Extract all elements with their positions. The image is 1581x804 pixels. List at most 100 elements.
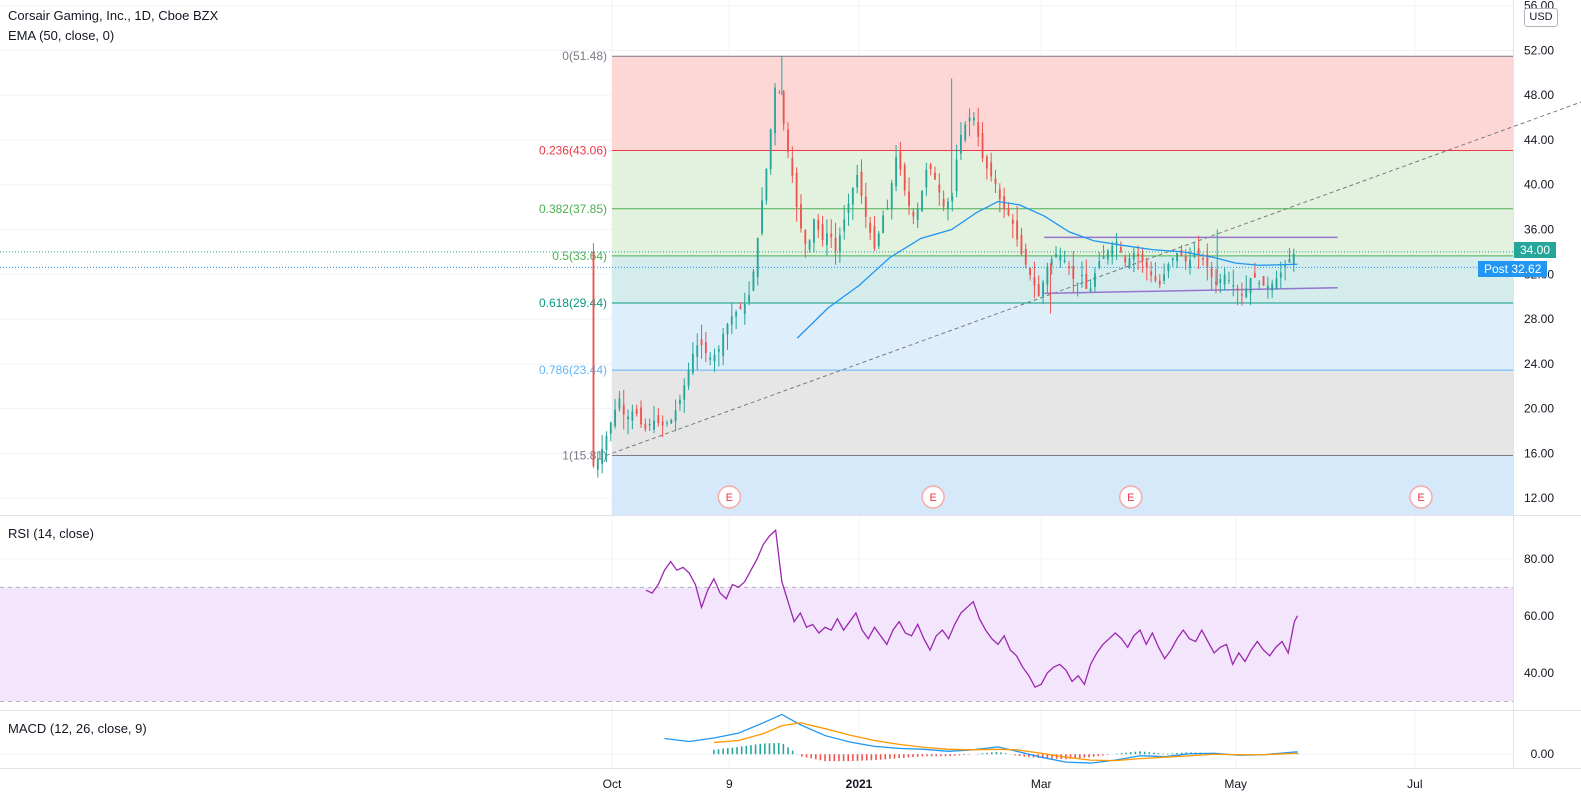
macd-histogram-bar: [870, 754, 873, 761]
macd-histogram-bar: [986, 752, 988, 755]
macd-histogram-bar: [1148, 752, 1151, 755]
macd-histogram-bar: [782, 744, 785, 755]
price-candle: [1037, 283, 1040, 296]
macd-histogram-bar: [1055, 754, 1058, 759]
macd-histogram-bar: [1041, 754, 1044, 759]
price-candle: [860, 171, 863, 196]
price-candle: [627, 416, 629, 420]
macd-histogram-bar: [824, 754, 826, 762]
price-candle: [635, 408, 638, 414]
price-candle: [825, 233, 828, 246]
price-candle: [761, 200, 763, 234]
earnings-marker: [717, 485, 742, 509]
fib-band: [612, 302, 1513, 371]
price-candle: [1232, 285, 1235, 287]
macd-pane-title[interactable]: MACD (12, 26, close, 9): [8, 721, 147, 736]
price-candle: [1210, 267, 1213, 278]
macd-histogram-bar: [750, 745, 752, 755]
macd-histogram-bar: [935, 754, 938, 757]
macd-histogram-bar: [921, 754, 924, 757]
price-candle: [1150, 271, 1153, 276]
price-candle: [713, 354, 716, 362]
price-candle: [700, 339, 703, 346]
price-candle: [869, 222, 872, 233]
price-candle: [1262, 276, 1265, 286]
price-candle: [1128, 258, 1131, 268]
price-candle: [1033, 277, 1036, 286]
price-candle: [1163, 274, 1166, 281]
price-candle: [990, 162, 993, 177]
rsi-pane-title[interactable]: RSI (14, close): [8, 526, 94, 541]
macd-histogram-bar: [1157, 753, 1160, 755]
earnings-marker-label: E: [726, 492, 733, 504]
price-candle: [1046, 266, 1049, 285]
macd-histogram-bar: [852, 754, 854, 761]
price-candle: [1007, 208, 1010, 215]
price-candle: [653, 420, 655, 430]
price-candle: [709, 357, 712, 360]
macd-histogram-bar: [907, 754, 910, 758]
fib-label: 0.5(33.64): [552, 249, 607, 263]
rsi-axis-label: 60.00: [1524, 609, 1554, 623]
macd-histogram-bar: [889, 754, 891, 759]
macd-histogram-bar: [768, 743, 771, 755]
macd-histogram-bar: [1120, 753, 1123, 755]
price-candle: [691, 353, 694, 373]
macd-histogram-bar: [902, 754, 905, 758]
price-candle: [596, 458, 599, 470]
price-axis-label: 36.00: [1524, 223, 1554, 237]
price-candle: [748, 295, 751, 302]
macd-histogram-bar: [1083, 754, 1086, 758]
price-candle: [1124, 256, 1127, 263]
price-candle: [925, 169, 928, 188]
range-line: [1044, 286, 1338, 295]
price-candle: [838, 235, 841, 252]
currency-badge[interactable]: USD: [1524, 8, 1558, 27]
macd-histogram-bar: [1185, 752, 1188, 755]
macd-histogram-bar: [940, 754, 942, 757]
macd-histogram-bar: [1028, 754, 1030, 757]
macd-histogram-bar: [953, 754, 956, 756]
price-axis-label: 20.00: [1524, 402, 1554, 416]
price-candle: [985, 156, 988, 169]
macd-histogram-bar: [879, 754, 882, 760]
macd-histogram-bar: [944, 754, 947, 757]
ema-legend[interactable]: EMA (50, close, 0): [8, 28, 115, 43]
price-candle: [687, 369, 690, 386]
price-candle: [1176, 253, 1178, 262]
price-candle: [886, 207, 889, 210]
price-candle: [1137, 253, 1140, 257]
price-candle: [787, 129, 789, 152]
price-candle: [1050, 258, 1053, 266]
price-candle: [1249, 278, 1252, 294]
price-axis-label: 24.00: [1524, 357, 1554, 371]
macd-histogram-bar: [1153, 752, 1155, 755]
price-candle: [1115, 241, 1118, 246]
macd-histogram-bar: [764, 743, 766, 755]
price-candle: [674, 410, 677, 422]
price-candle: [873, 226, 876, 249]
price-candle: [959, 134, 962, 154]
price-candle: [795, 172, 798, 208]
macd-histogram-bar: [1023, 754, 1026, 757]
macd-histogram-bar: [1018, 754, 1021, 757]
price-candle: [1089, 288, 1092, 292]
price-candle: [644, 423, 647, 430]
price-candle: [851, 188, 854, 205]
price-candle: [947, 201, 949, 209]
macd-histogram-bar: [1092, 754, 1095, 757]
price-candle: [890, 182, 893, 210]
price-candle: [1085, 273, 1088, 289]
price-candle: [661, 421, 664, 426]
price-candle: [666, 422, 668, 424]
price-candle: [1223, 274, 1226, 285]
macd-histogram-bar: [814, 754, 817, 760]
macd-histogram-bar: [1171, 753, 1174, 755]
price-candle: [864, 196, 867, 217]
price-candle: [1132, 253, 1135, 260]
macd-histogram-bar: [1143, 751, 1146, 755]
macd-histogram-bar: [740, 746, 743, 755]
macd-histogram-bar: [1097, 754, 1100, 757]
price-candle: [921, 190, 923, 212]
